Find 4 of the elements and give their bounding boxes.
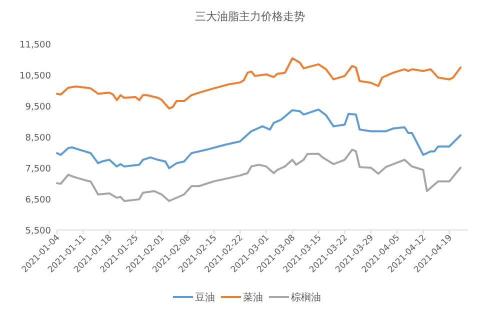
title: 三大油脂主力价格走势 xyxy=(195,10,305,23)
legend-label: 菜油 xyxy=(243,292,263,304)
legend-label: 豆油 xyxy=(195,292,215,304)
legend-label: 棕榈油 xyxy=(291,292,321,304)
